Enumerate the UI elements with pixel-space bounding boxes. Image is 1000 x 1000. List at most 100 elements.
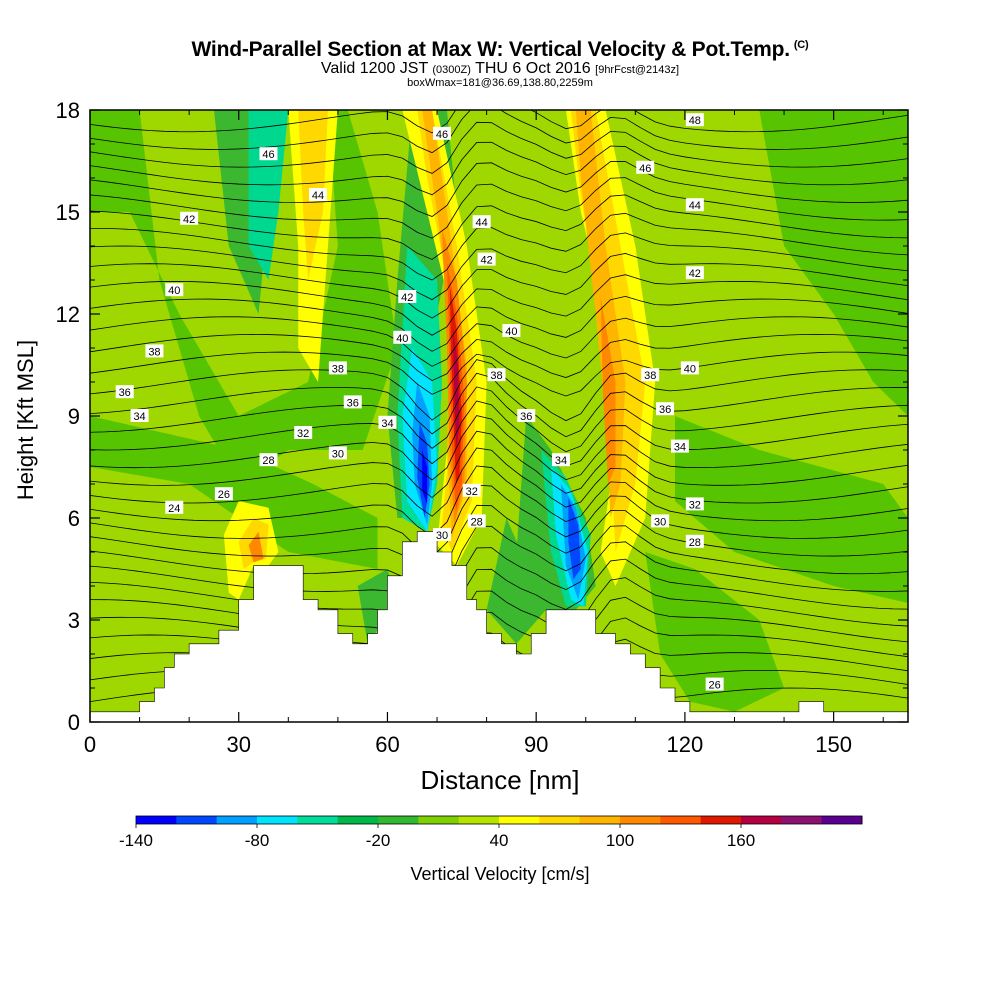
plot-area: 2426283032343436363838404042424446464442… xyxy=(90,110,908,722)
theta-label-text: 42 xyxy=(401,292,413,304)
theta-label-bg xyxy=(165,500,184,514)
theta-label-text: 42 xyxy=(183,214,195,226)
colorbar-tick-label: 160 xyxy=(727,831,755,850)
velocity-region xyxy=(645,552,785,712)
theta-contour-line xyxy=(90,141,908,196)
theta-label-text: 34 xyxy=(133,411,145,423)
theta-label: 44 xyxy=(309,188,328,202)
downdraft-core xyxy=(568,497,581,580)
theta-label-bg xyxy=(432,126,451,140)
theta-label: 26 xyxy=(214,487,233,501)
theta-label-text: 38 xyxy=(644,370,656,382)
colorbar-swatch xyxy=(821,816,863,824)
colorbar-tick-label: 40 xyxy=(490,831,509,850)
velocity-region xyxy=(674,416,908,603)
theta-contour-line xyxy=(90,596,908,684)
theta-label-text: 34 xyxy=(674,442,686,454)
theta-label: 40 xyxy=(502,324,521,338)
theta-contour-line xyxy=(90,400,908,467)
theta-label-text: 40 xyxy=(684,363,696,375)
theta-label-bg xyxy=(180,211,199,225)
theta-label-text: 38 xyxy=(148,346,160,358)
theta-contour-line xyxy=(90,110,908,154)
theta-label: 24 xyxy=(165,500,184,515)
theta-label: 30 xyxy=(432,528,451,542)
theta-label: 30 xyxy=(328,446,347,460)
theta-contour-line xyxy=(90,194,908,260)
theta-label: 34 xyxy=(378,415,397,430)
theta-label: 40 xyxy=(393,330,412,345)
chart-subtitle: Valid 1200 JST (0300Z) THU 6 Oct 2016 [9… xyxy=(320,60,680,77)
theta-contours xyxy=(90,110,908,722)
theta-contour-line xyxy=(90,372,908,438)
theta-label: 30 xyxy=(651,514,670,528)
theta-label-bg xyxy=(705,677,724,691)
theta-contour-line xyxy=(90,316,908,367)
theta-label-text: 42 xyxy=(480,255,492,267)
colorbar-swatch xyxy=(418,816,460,824)
theta-label: 38 xyxy=(328,361,347,375)
velocity-region xyxy=(486,518,547,644)
theta-contour-line xyxy=(90,177,908,239)
theta-label: 42 xyxy=(477,252,496,267)
theta-label: 32 xyxy=(685,497,704,511)
colorbar-swatch xyxy=(781,816,823,824)
colorbar-swatch xyxy=(257,816,298,824)
theta-label: 36 xyxy=(517,409,536,423)
copyright-mark: (C) xyxy=(793,39,809,51)
colorbar-label: Vertical Velocity [cm/s] xyxy=(410,864,590,884)
theta-label-text: 44 xyxy=(312,190,324,202)
theta-label-bg xyxy=(432,528,451,541)
theta-contour-line xyxy=(90,110,908,134)
theta-label: 32 xyxy=(462,483,481,498)
theta-contour-line xyxy=(90,121,908,174)
x-tick-label: 120 xyxy=(667,732,704,757)
theta-label-bg xyxy=(641,368,660,382)
theta-label: 42 xyxy=(398,290,417,304)
theta-label-text: 24 xyxy=(168,503,180,515)
theta-label-bg xyxy=(328,361,347,375)
y-tick-label: 6 xyxy=(68,506,80,531)
theta-label-text: 32 xyxy=(689,499,701,511)
x-tick-label: 0 xyxy=(84,732,96,757)
theta-label-text: 32 xyxy=(297,428,309,440)
theta-contour-line xyxy=(90,504,908,579)
colorbar-swatch xyxy=(660,816,702,824)
colorbar: -140 -80 -20 40 100 160 xyxy=(119,815,863,850)
theta-label-bg xyxy=(472,215,491,229)
theta-label-bg xyxy=(502,324,521,337)
x-tick-label: 150 xyxy=(815,732,852,757)
colorbar-tick-label: -20 xyxy=(366,831,391,850)
velocity-region xyxy=(759,110,908,416)
theta-label-text: 46 xyxy=(639,163,651,175)
theta-label-text: 36 xyxy=(520,411,532,423)
theta-label-bg xyxy=(656,402,675,416)
theta-label-text: 30 xyxy=(332,448,344,460)
theta-label-bg xyxy=(130,409,149,422)
colorbar-tick-label: -80 xyxy=(245,831,270,850)
theta-label-bg xyxy=(636,160,655,174)
theta-label-bg xyxy=(487,368,506,382)
theta-label-text: 36 xyxy=(659,404,671,416)
theta-contour-line xyxy=(90,415,908,481)
theta-label-bg xyxy=(477,252,496,266)
theta-contour-line xyxy=(90,465,908,537)
colorbar-tick-label: 100 xyxy=(606,831,634,850)
velocity-region xyxy=(248,110,289,280)
theta-label-text: 30 xyxy=(654,516,666,528)
theta-label-text: 28 xyxy=(471,516,483,528)
theta-contour-line xyxy=(90,447,908,517)
y-tick-label: 9 xyxy=(68,404,80,429)
theta-contour-line xyxy=(90,232,908,301)
theta-label-text: 32 xyxy=(466,486,478,498)
theta-label: 40 xyxy=(165,283,184,297)
theta-label: 38 xyxy=(487,368,506,382)
theta-label: 46 xyxy=(636,160,655,175)
theta-label: 46 xyxy=(259,147,278,161)
theta-label-bg xyxy=(670,439,689,453)
colorbar-swatch xyxy=(579,816,621,824)
theta-contour-line xyxy=(90,386,908,453)
theta-label: 28 xyxy=(467,514,486,528)
theta-label-bg xyxy=(343,395,362,409)
theta-label-bg xyxy=(680,361,699,375)
